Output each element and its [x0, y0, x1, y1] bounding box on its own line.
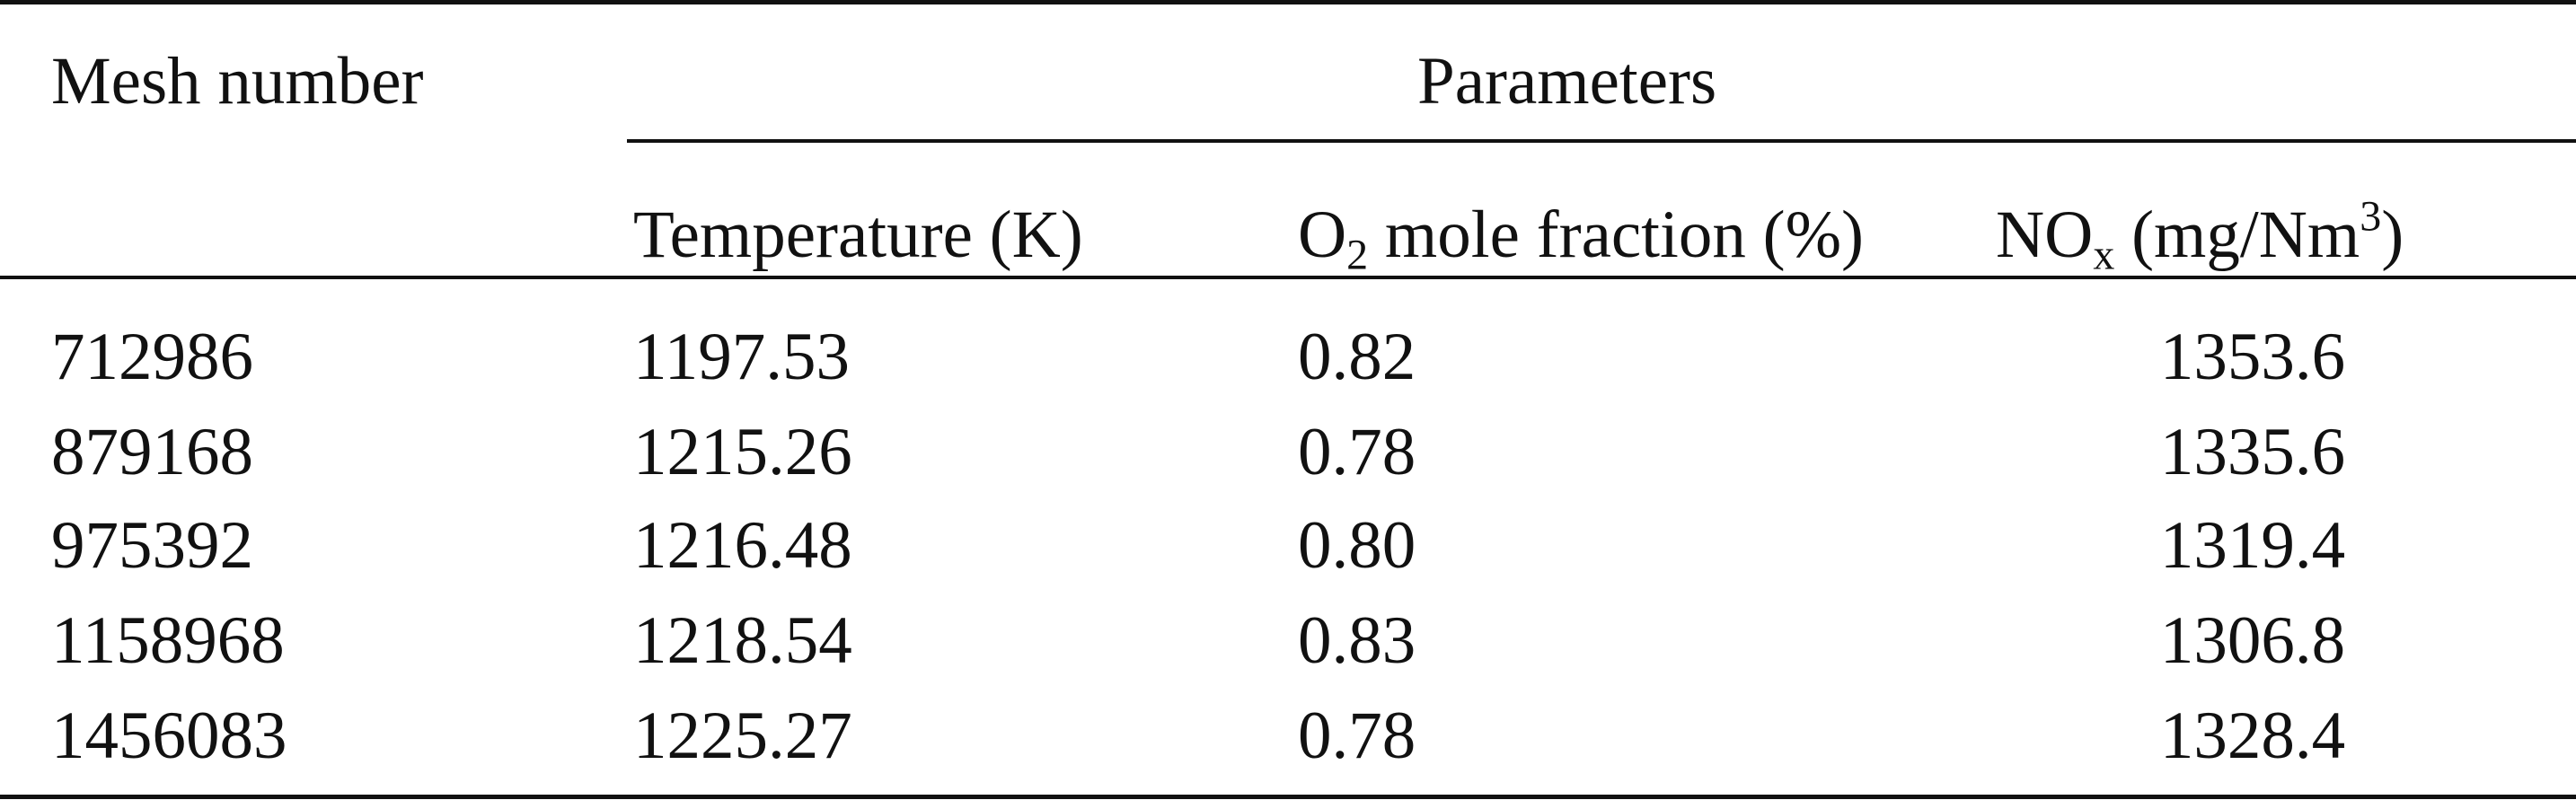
header-nox-prefix: NO — [1996, 198, 2094, 272]
cell-mesh-number: 1456083 — [51, 699, 287, 773]
cell-temperature: 1225.27 — [633, 699, 852, 773]
header-temperature: Temperature (K) — [633, 198, 1083, 272]
cell-mesh-number: 712986 — [51, 320, 253, 394]
header-o2-prefix: O — [1298, 198, 1347, 272]
cell-mesh-number: 1158968 — [51, 603, 285, 678]
header-nox-suffix: ) — [2381, 198, 2404, 272]
header-bottom-rule — [0, 276, 2576, 279]
header-o2-subscript: 2 — [1346, 231, 1369, 279]
cell-o2-fraction: 0.78 — [1298, 699, 1416, 773]
cell-temperature: 1218.54 — [633, 603, 852, 678]
cell-temperature: 1215.26 — [633, 415, 852, 489]
cell-nox: 1319.4 — [2159, 508, 2346, 583]
cell-nox: 1306.8 — [2159, 603, 2346, 678]
cell-nox: 1335.6 — [2159, 415, 2346, 489]
header-parameters: Parameters — [1417, 44, 1717, 119]
header-nox: NOx (mg/Nm3) — [1996, 195, 2404, 277]
cell-temperature: 1216.48 — [633, 508, 852, 583]
cell-o2-fraction: 0.80 — [1298, 508, 1416, 583]
header-nox-subscript: x — [2093, 231, 2115, 279]
cell-o2-fraction: 0.78 — [1298, 415, 1416, 489]
cell-o2-fraction: 0.82 — [1298, 320, 1416, 394]
header-o2-mole-fraction: O2 mole fraction (%) — [1298, 201, 1864, 277]
bottom-rule — [0, 795, 2576, 799]
header-mesh-number: Mesh number — [51, 44, 424, 119]
header-nox-superscript: 3 — [2360, 192, 2382, 241]
cell-mesh-number: 975392 — [51, 508, 253, 583]
parameters-rule — [627, 139, 2576, 143]
cell-o2-fraction: 0.83 — [1298, 603, 1416, 678]
cell-temperature: 1197.53 — [633, 320, 850, 394]
header-nox-mid: (mg/Nm — [2114, 198, 2360, 272]
cell-nox: 1328.4 — [2159, 699, 2346, 773]
top-rule — [0, 0, 2576, 4]
cell-nox: 1353.6 — [2159, 320, 2346, 394]
cell-mesh-number: 879168 — [51, 415, 253, 489]
header-o2-suffix: mole fraction (%) — [1368, 198, 1865, 272]
